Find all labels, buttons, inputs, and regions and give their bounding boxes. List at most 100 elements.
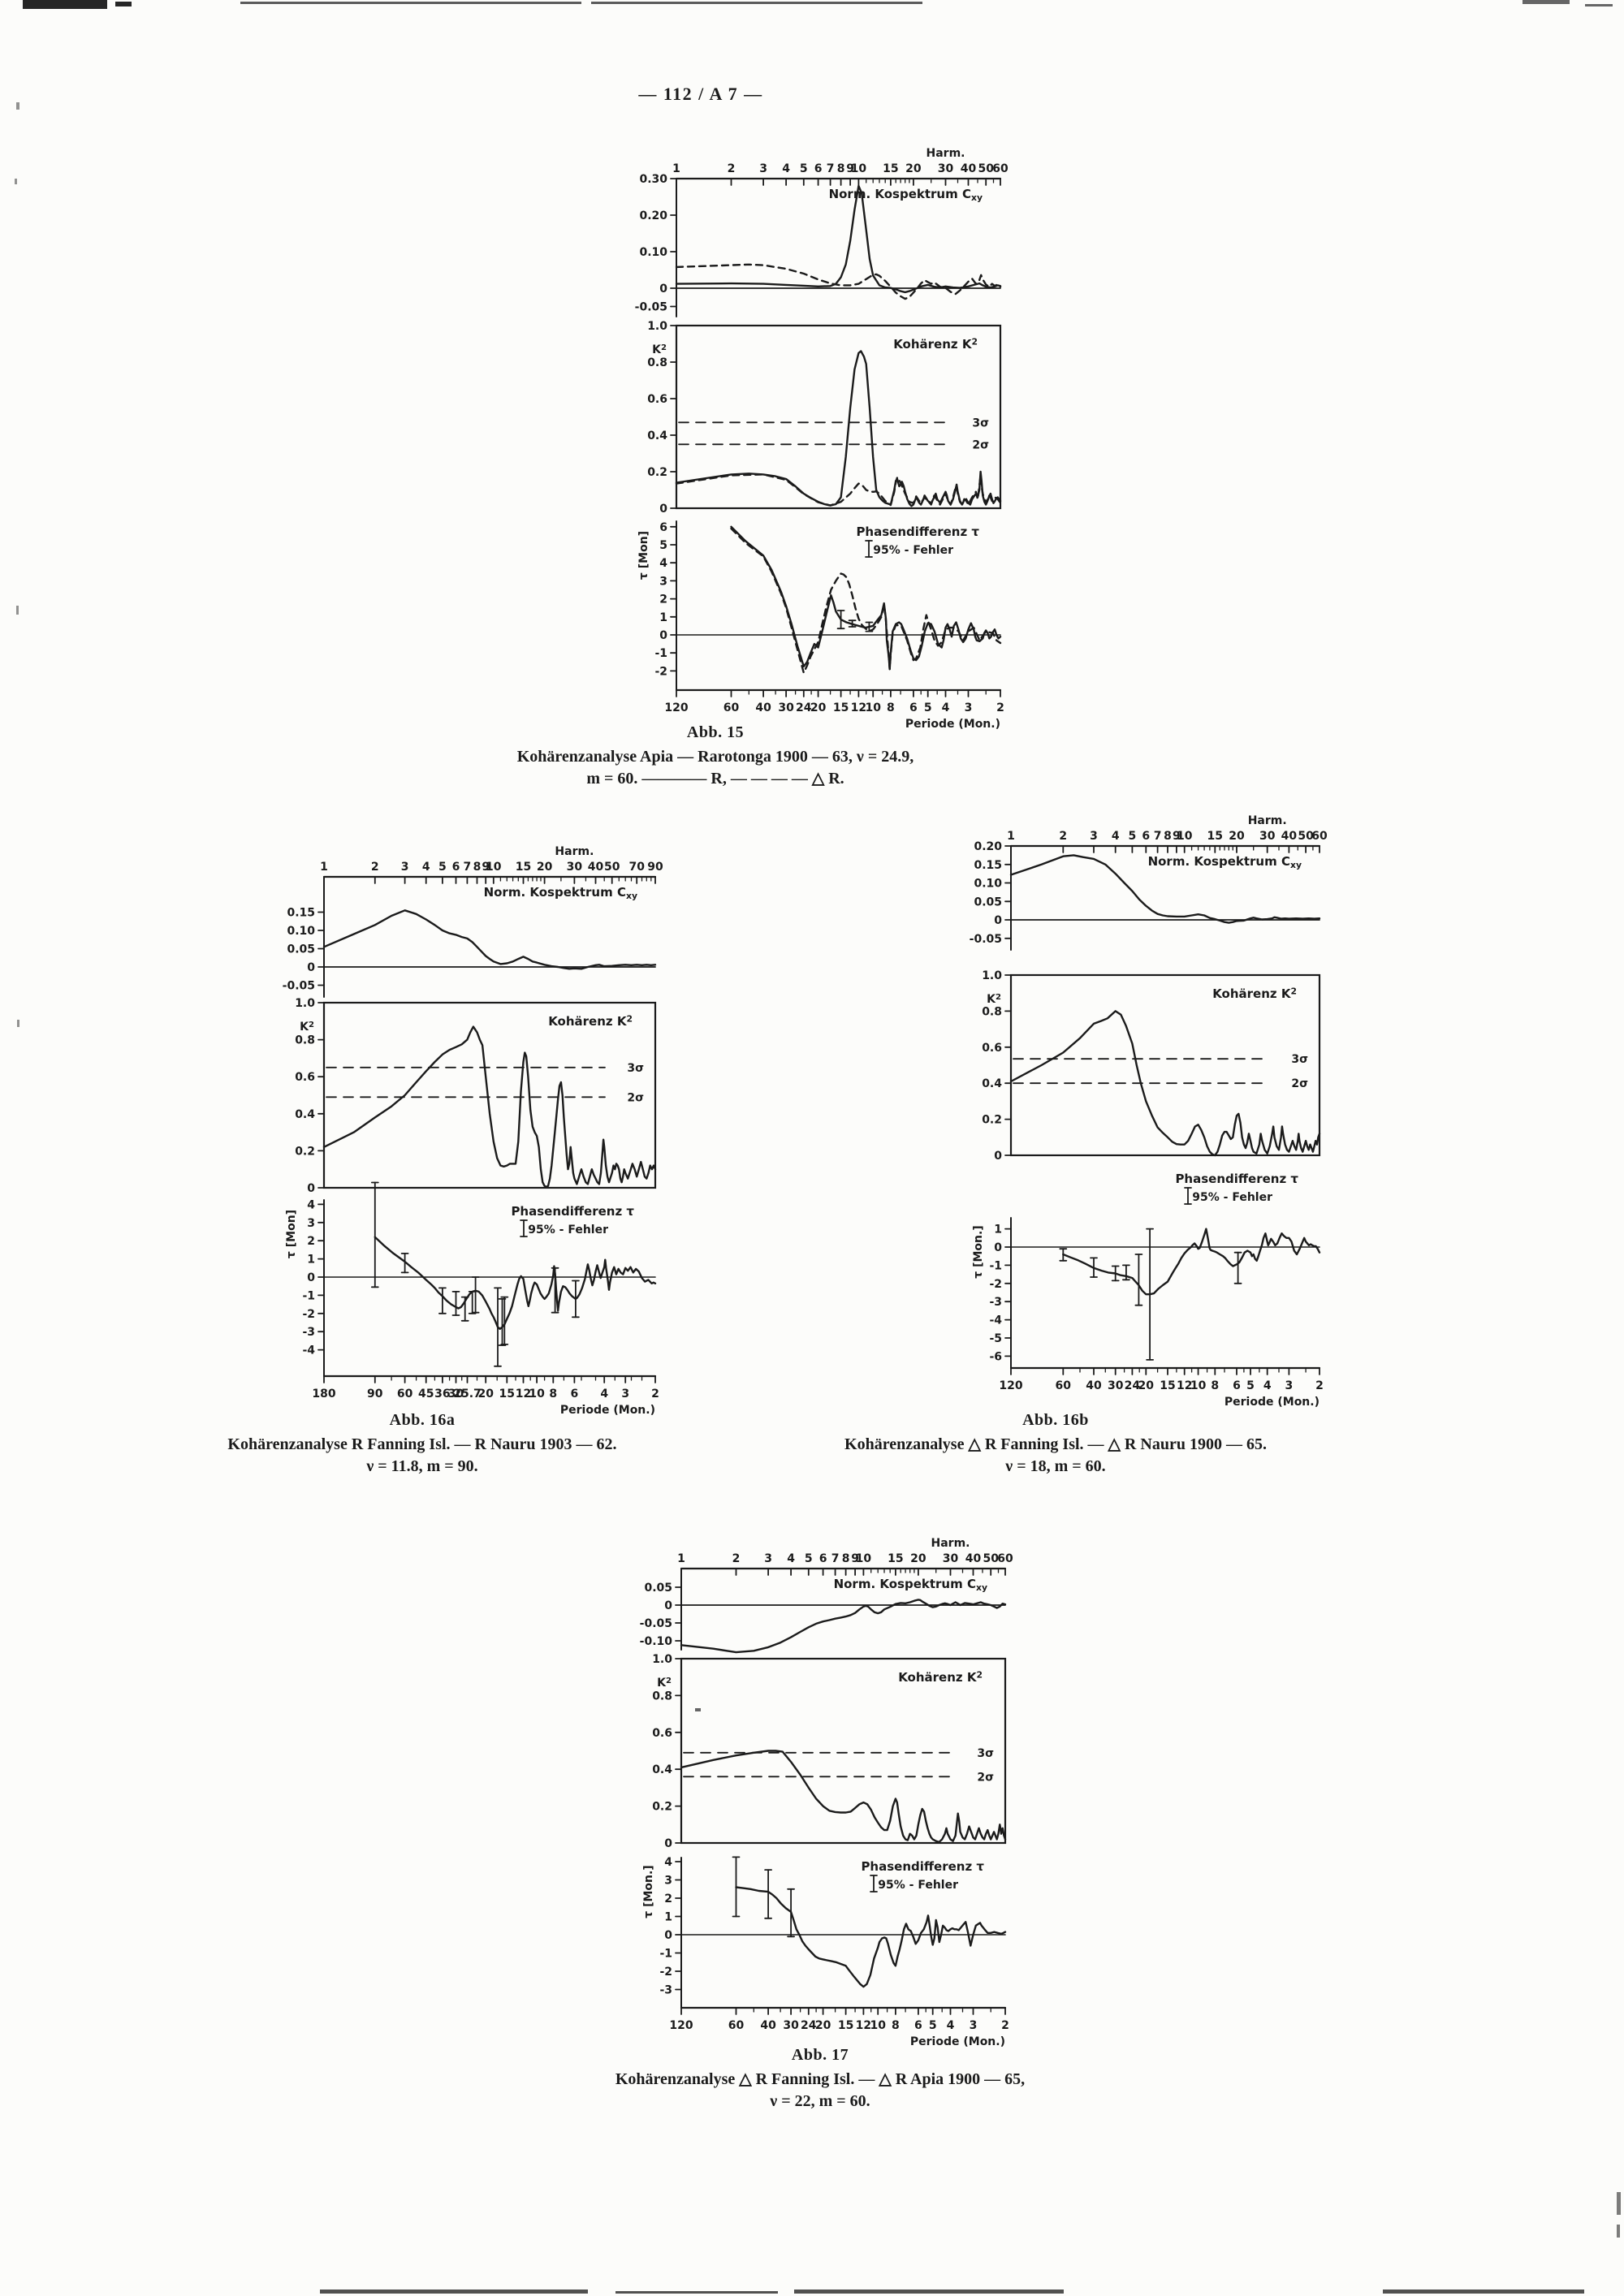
scan-artifact — [16, 606, 19, 615]
scan-artifact — [15, 179, 17, 184]
svg-text:15: 15 — [838, 2019, 853, 2032]
caption-abb-15: Abb. 15 Kohärenzanalyse Apia — Rarotonga… — [309, 723, 1121, 790]
svg-text:0.2: 0.2 — [982, 1114, 1002, 1127]
svg-text:0.8: 0.8 — [652, 1690, 672, 1703]
svg-text:5: 5 — [924, 701, 932, 714]
abb16a-harmonic-axis: 1 2 3 4 5 6 7 8 910 15 20 30 40 50 70 90 Harm. — [320, 845, 663, 884]
svg-text:15: 15 — [1207, 830, 1223, 843]
svg-text:6: 6 — [819, 1552, 827, 1565]
svg-text:30: 30 — [567, 861, 583, 874]
svg-text:Kohärenz K2: Kohärenz K2 — [893, 336, 978, 352]
caption-abb-16b: Abb. 16b Kohärenzanalyse △ R Fanning Isl… — [731, 1411, 1380, 1478]
svg-text:Norm. Kospektrum Cxy: Norm. Kospektrum Cxy — [484, 885, 637, 901]
svg-text:3: 3 — [664, 1875, 672, 1888]
svg-text:Harm.: Harm. — [555, 845, 594, 858]
svg-text:95% - Fehler: 95% - Fehler — [1192, 1191, 1272, 1204]
abb17-coherence-panel: 1.0 0.8 0.6 0.4 0.2 0 K2 Kohärenz K2 3σ 2σ — [652, 1653, 1007, 1850]
scan-artifact — [115, 2, 132, 6]
svg-text:-2: -2 — [302, 1308, 315, 1321]
svg-text:2: 2 — [659, 593, 667, 606]
svg-text:0.4: 0.4 — [652, 1763, 672, 1776]
svg-text:8: 8 — [549, 1388, 557, 1400]
svg-text:10: 10 — [1190, 1379, 1207, 1392]
svg-text:7: 7 — [827, 162, 835, 175]
figure-caption-abb-16a-line2: ν = 11.8, m = 90. — [366, 1457, 478, 1475]
svg-text:7: 7 — [831, 1552, 840, 1565]
svg-text:95% - Fehler: 95% - Fehler — [878, 1879, 958, 1892]
svg-text:0.4: 0.4 — [295, 1108, 315, 1121]
figure-caption-abb-16a-line1: Kohärenzanalyse R Fanning Isl. — R Nauru… — [227, 1435, 617, 1453]
svg-text:0.8: 0.8 — [982, 1005, 1002, 1018]
figure-label-abb-16b: Abb. 16b — [1022, 1411, 1089, 1429]
svg-text:0.05: 0.05 — [974, 896, 1002, 908]
svg-text:30: 30 — [943, 1552, 959, 1565]
svg-text:0.6: 0.6 — [647, 393, 667, 406]
svg-text:2: 2 — [664, 1892, 672, 1905]
svg-text:0.15: 0.15 — [974, 859, 1002, 872]
svg-text:24: 24 — [796, 701, 812, 714]
svg-text:8: 8 — [837, 162, 845, 175]
svg-text:1.0: 1.0 — [295, 997, 315, 1010]
svg-text:3: 3 — [307, 1217, 315, 1230]
svg-text:-6: -6 — [989, 1350, 1002, 1363]
svg-text:K2: K2 — [300, 1021, 314, 1034]
svg-text:Periode (Mon.): Periode (Mon.) — [905, 718, 1000, 731]
scan-artifact — [17, 1020, 19, 1027]
svg-text:3: 3 — [1090, 830, 1098, 843]
svg-text:0.8: 0.8 — [647, 356, 667, 369]
figure-abb15: 1 2 3 4 5 6 7 8 910 15 20 30 40 5060Harm.0.300.200.10… — [635, 147, 1009, 731]
svg-text:10: 10 — [529, 1388, 545, 1400]
abb16b-coherence-panel: 1.0 0.8 0.6 0.4 0.2 0 K2 Kohärenz K2 3σ 2σ — [982, 969, 1321, 1163]
svg-text:70: 70 — [628, 861, 645, 874]
svg-text:1: 1 — [672, 162, 680, 175]
svg-text:4: 4 — [1263, 1379, 1272, 1392]
scan-artifact — [23, 0, 107, 9]
svg-text:0: 0 — [307, 961, 315, 974]
figure-caption-abb-16b-line2: ν = 18, m = 60. — [1005, 1457, 1106, 1475]
svg-text:Harm.: Harm. — [931, 1537, 970, 1550]
svg-text:0: 0 — [664, 1599, 672, 1612]
svg-text:20: 20 — [910, 1552, 926, 1565]
svg-text:3: 3 — [764, 1552, 772, 1565]
svg-text:15: 15 — [888, 1552, 903, 1565]
svg-text:Harm.: Harm. — [926, 147, 965, 160]
svg-text:4: 4 — [664, 1856, 672, 1869]
svg-text:-3: -3 — [302, 1326, 315, 1339]
svg-text:12: 12 — [516, 1388, 531, 1400]
svg-text:τ [Mon]: τ [Mon] — [285, 1210, 298, 1258]
svg-text:4: 4 — [942, 701, 950, 714]
svg-text:40: 40 — [755, 701, 771, 714]
figure-abb16b: 1 2 3 4 5 6 7 8 910 15 20 30 40 5060Harm.0.200.150.10… — [970, 814, 1328, 1409]
svg-text:30: 30 — [778, 701, 794, 714]
scan-artifact — [320, 2290, 588, 2294]
svg-text:9: 9 — [482, 861, 490, 874]
svg-text:2: 2 — [1059, 830, 1067, 843]
svg-text:1.0: 1.0 — [647, 320, 667, 333]
svg-text:0: 0 — [659, 283, 667, 296]
scan-artifact — [794, 2290, 1064, 2294]
svg-text:-1: -1 — [654, 647, 667, 660]
svg-text:40: 40 — [965, 1552, 982, 1565]
svg-text:0.4: 0.4 — [982, 1077, 1002, 1090]
svg-text:30: 30 — [448, 1388, 464, 1400]
svg-text:0.6: 0.6 — [982, 1042, 1002, 1055]
svg-text:50: 50 — [983, 1552, 999, 1565]
svg-text:90: 90 — [367, 1388, 383, 1400]
svg-text:Kohärenz K2: Kohärenz K2 — [548, 1013, 633, 1029]
svg-text:50: 50 — [978, 162, 994, 175]
svg-text:10: 10 — [865, 701, 881, 714]
svg-text:15: 15 — [1160, 1379, 1175, 1392]
svg-text:0.6: 0.6 — [652, 1727, 672, 1740]
svg-text:4: 4 — [422, 861, 430, 874]
figure-caption-abb-15-line1: Kohärenzanalyse Apia — Rarotonga 1900 — … — [516, 748, 914, 766]
svg-text:30: 30 — [1259, 830, 1276, 843]
svg-text:-0.05: -0.05 — [635, 301, 667, 314]
svg-text:3: 3 — [965, 701, 973, 714]
svg-text:0.10: 0.10 — [639, 246, 667, 259]
scan-artifact — [1617, 2192, 1621, 2215]
svg-text:-1: -1 — [302, 1289, 315, 1302]
svg-text:12: 12 — [1177, 1379, 1192, 1392]
svg-text:3: 3 — [759, 162, 767, 175]
